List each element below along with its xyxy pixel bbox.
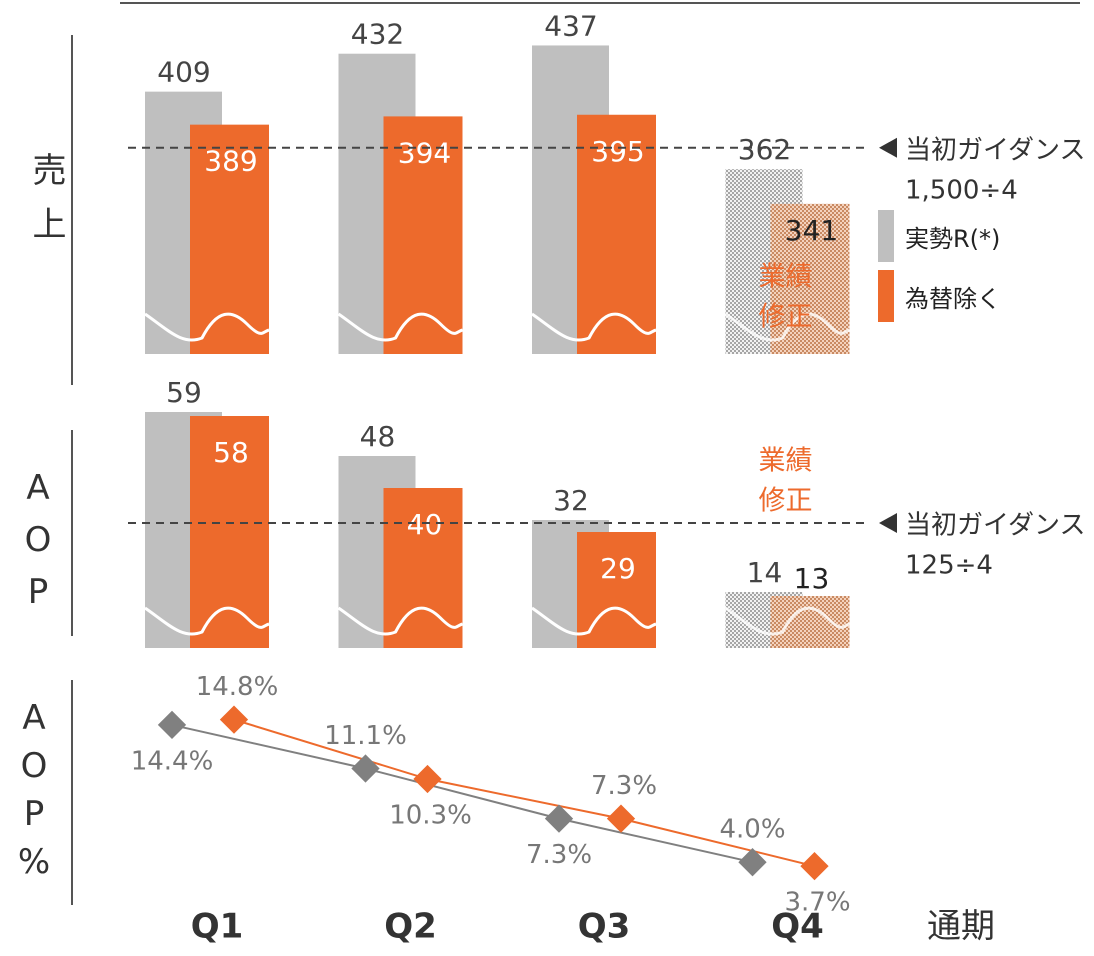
value-label: 40: [407, 508, 443, 541]
point: [800, 852, 829, 881]
value-label: 58: [213, 436, 249, 469]
y-axis-label: AOP: [18, 468, 58, 624]
x-tick-label: Q4: [771, 907, 824, 947]
annotation: 修正: [759, 302, 813, 333]
wave: [531, 312, 657, 342]
point: [413, 764, 442, 794]
value-label: 389: [204, 145, 257, 178]
value-label: 3.7%: [784, 888, 850, 918]
value-label: 14: [747, 556, 783, 589]
y-axis-label: AOP%: [14, 698, 54, 890]
point: [544, 804, 574, 833]
series-line: [171, 723, 753, 864]
value-label: 7.3%: [591, 771, 657, 801]
value-label: 59: [166, 376, 202, 409]
bar: [383, 488, 463, 648]
value-label: 11.1%: [324, 721, 407, 751]
value-label: 395: [591, 135, 644, 168]
value-label: 48: [360, 420, 396, 453]
legend-swatch: [878, 210, 894, 262]
guidance-label: 当初ガイダンス: [905, 135, 1085, 165]
value-label: 10.3%: [389, 801, 472, 831]
wave: [144, 312, 270, 342]
point: [738, 848, 767, 877]
legend-label: 実勢R(*): [905, 225, 1000, 253]
point: [606, 804, 636, 833]
value-label: 362: [738, 133, 791, 166]
value-label: 437: [544, 9, 597, 42]
wave: [724, 606, 851, 636]
value-label: 13: [794, 562, 830, 595]
value-label: 14.8%: [196, 672, 279, 702]
y-axis-label: 売上: [26, 152, 66, 260]
bar: [190, 124, 269, 355]
guidance-formula: 1,500÷4: [905, 175, 1018, 205]
value-label: 14.4%: [131, 746, 214, 776]
x-tick-label: Q1: [191, 907, 244, 947]
bar: [770, 596, 850, 648]
guidance-marker: [879, 137, 897, 158]
annotation: 業績: [759, 446, 813, 477]
wave: [337, 312, 464, 342]
legend-swatch: [878, 270, 894, 322]
annotation: 業績: [759, 262, 813, 293]
value-label: 32: [553, 484, 589, 517]
legend-label: 為替除く: [905, 285, 1001, 313]
value-label: 394: [398, 136, 451, 169]
annotation: 修正: [759, 486, 813, 517]
value-label: 4.0%: [719, 815, 785, 845]
x-tick-label: 通期: [927, 907, 995, 947]
value-label: 409: [157, 56, 210, 89]
x-tick-label: Q3: [578, 907, 631, 947]
point: [351, 754, 380, 783]
value-label: 341: [785, 214, 838, 247]
guidance-label: 当初ガイダンス: [905, 511, 1085, 541]
point: [157, 710, 187, 740]
wave: [531, 606, 657, 636]
series-line: [233, 718, 815, 868]
value-label: 29: [600, 552, 636, 585]
value-label: 7.3%: [526, 840, 592, 870]
wave: [144, 606, 270, 636]
guidance-formula: 125÷4: [905, 551, 993, 581]
value-label: 432: [351, 18, 404, 51]
wave: [724, 312, 851, 342]
bar: [770, 203, 850, 354]
guidance-marker: [879, 513, 897, 533]
x-tick-label: Q2: [384, 907, 437, 947]
point: [219, 705, 249, 734]
wave: [337, 606, 464, 636]
